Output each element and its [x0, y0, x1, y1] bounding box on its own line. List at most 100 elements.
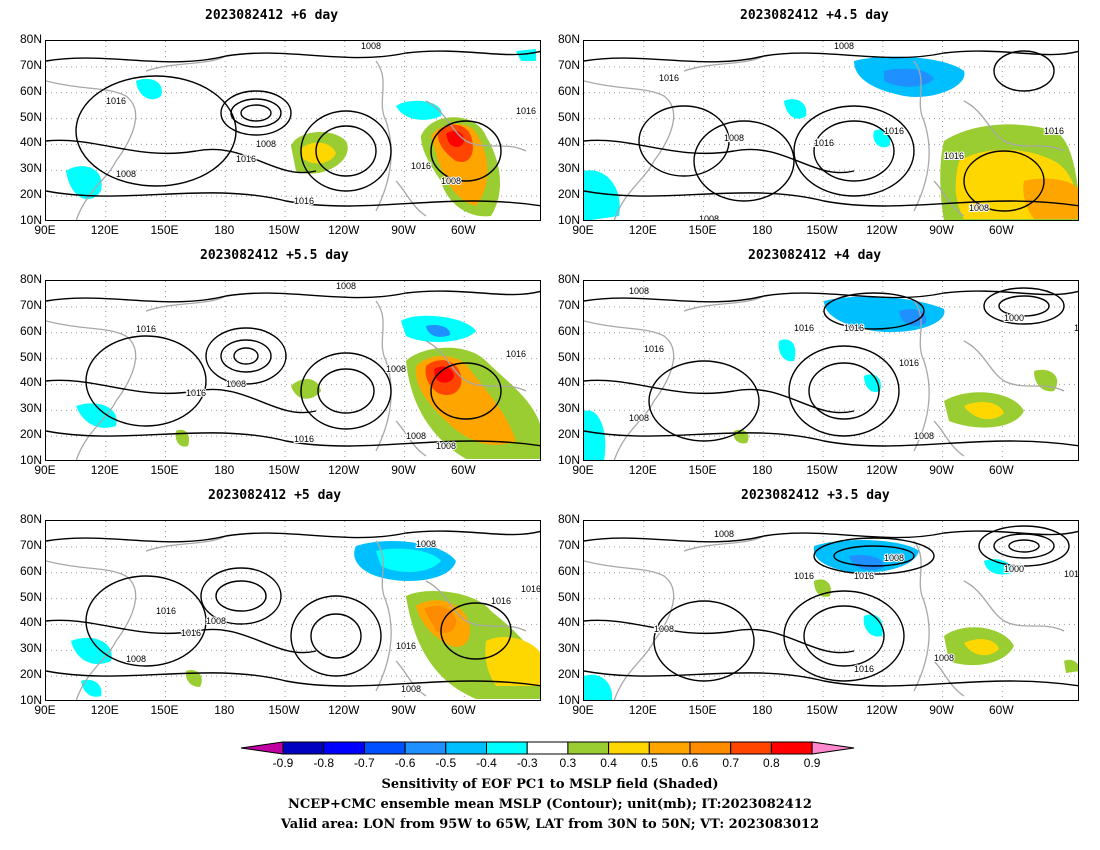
longitude-tick: 180: [214, 223, 235, 237]
longitude-tick: 90E: [34, 703, 56, 717]
latitude-tick: 60N: [19, 563, 42, 578]
mslp-contour: [46, 430, 540, 447]
mslp-contour: [85, 335, 207, 427]
contour-label: 1016: [899, 358, 919, 368]
mslp-contour: [430, 362, 502, 420]
colorbar-max-arrow: [811, 741, 855, 755]
sensitivity-shade: [175, 429, 190, 447]
mslp-contour: [317, 368, 375, 414]
latitude-tick: 30N: [557, 641, 580, 656]
contour-label: 1008: [884, 553, 904, 563]
coastline: [395, 660, 427, 697]
contour-label: 1016: [854, 664, 874, 674]
mslp-contour: [300, 110, 392, 192]
latitude-tick: 80N: [557, 32, 580, 46]
contour-label: 1008: [834, 41, 854, 51]
map-panel: 1016 1008 1016 1008 1016 1008 1016 1016 1008: [45, 40, 541, 221]
contour-label: 1016: [491, 596, 511, 606]
map-panel: 1008 1008 1016 1016 1008 1016 1000 1016 1008: [583, 520, 1079, 701]
mslp-contour: [998, 295, 1050, 317]
contour-label: 1008: [126, 654, 146, 664]
coastline: [425, 580, 527, 632]
longitude-tick: 180: [214, 463, 235, 477]
sensitivity-shade: [824, 296, 945, 333]
contour-label: 1000: [1004, 313, 1024, 323]
longitude-tick: 90W: [391, 463, 416, 477]
map-plot: 1008 1016 1016 1008 1016 1016 1000 1016 1008: [584, 281, 1078, 460]
colorbar-tick-label: 0.3: [559, 756, 577, 770]
mslp-contour: [584, 50, 1078, 63]
longitude-tick: 90E: [34, 463, 56, 477]
mslp-contour: [46, 50, 540, 63]
mslp-contour: [584, 290, 1078, 303]
contour-label: 1008: [714, 529, 734, 539]
mslp-contour: [788, 345, 900, 437]
longitude-tick: 60W: [450, 223, 476, 237]
sensitivity-shade: [516, 49, 536, 61]
contour-label: 1016: [106, 96, 126, 106]
longitude-tick: 180: [214, 703, 235, 717]
coastline: [683, 55, 765, 72]
colorbar-swatch: [608, 741, 650, 755]
latitude-tick: 70N: [557, 57, 580, 72]
mslp-contour: [584, 530, 1078, 543]
mslp-contour: [584, 379, 855, 414]
sensitivity-shade: [434, 366, 454, 383]
longitude-tick: 180: [752, 703, 773, 717]
map-plot: 1008 1016 1008 1016 1016 1008 1016 1008 1008: [46, 281, 540, 460]
sensitivity-shade: [784, 99, 807, 119]
latitude-tick: 40N: [19, 615, 42, 630]
mslp-contour: [430, 120, 502, 182]
colorbar-tick-label: -0.3: [516, 756, 538, 770]
contour-label: 1008: [256, 139, 276, 149]
mslp-contour: [803, 605, 885, 667]
colorbar-tick-label: -0.6: [394, 756, 416, 770]
contour-label: 1016: [854, 571, 874, 581]
longitude-tick: 120E: [628, 223, 657, 237]
contour-label: 1008: [336, 281, 356, 291]
longitude-tick: 150E: [150, 223, 179, 237]
mslp-contour: [85, 575, 207, 667]
mslp-contour: [46, 530, 540, 543]
latitude-tick: 70N: [19, 57, 42, 72]
panel-title: 2023082412 +4.5 day: [740, 8, 889, 23]
longitude-tick: 90W: [929, 703, 954, 717]
longitude-tick: 150W: [806, 703, 838, 717]
coastline: [425, 100, 527, 152]
sensitivity-shade: [71, 637, 112, 665]
colorbar-tick-label: -0.5: [435, 756, 457, 770]
longitude-tick: 60W: [450, 703, 476, 717]
latitude-tick: 30N: [557, 401, 580, 416]
contour-label: 1016: [396, 641, 416, 651]
longitude-tick: 90W: [929, 463, 954, 477]
panel-title: 2023082412 +5 day: [208, 488, 342, 503]
latitude-tick: 40N: [19, 375, 42, 390]
longitude-tick: 150E: [688, 703, 717, 717]
coastline: [963, 340, 1065, 392]
colorbar-tick-label: 0.8: [763, 756, 780, 770]
coastline: [584, 560, 675, 700]
sensitivity-shade: [426, 325, 451, 337]
coastline: [933, 660, 965, 697]
contour-label: 1016: [411, 161, 431, 171]
colorbar-swatch: [526, 741, 569, 755]
caption-shading: Sensitivity of EOF PC1 to MSLP field (Sh…: [381, 777, 719, 792]
sensitivity-shade: [396, 100, 442, 120]
colorbar-tick-label: -0.9: [272, 756, 294, 770]
mslp-contour: [813, 120, 895, 182]
contour-label: 1016: [944, 151, 964, 161]
mslp-contour: [46, 139, 317, 174]
contour-label: 1016: [136, 324, 156, 334]
mslp-contour: [46, 670, 540, 687]
contour-label: 1016: [236, 154, 256, 164]
mslp-contour: [833, 545, 915, 567]
contour-label: 1016: [814, 138, 834, 148]
sensitivity-shade: [964, 639, 999, 656]
longitude-tick: 150W: [806, 463, 838, 477]
coastline: [145, 295, 227, 312]
coastline: [963, 100, 1065, 152]
contour-label: 1008: [969, 203, 989, 213]
coastline: [46, 320, 137, 460]
longitude-tick: 150E: [688, 463, 717, 477]
